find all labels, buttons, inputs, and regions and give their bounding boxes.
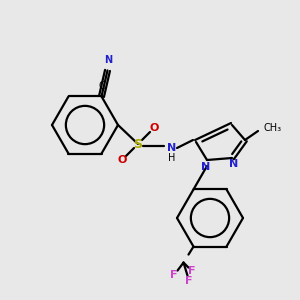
Text: N: N bbox=[201, 162, 211, 172]
Text: H: H bbox=[168, 153, 176, 163]
Text: N: N bbox=[230, 159, 238, 169]
Text: F: F bbox=[185, 276, 192, 286]
Text: O: O bbox=[117, 155, 127, 165]
Text: S: S bbox=[134, 137, 142, 151]
Text: O: O bbox=[149, 123, 159, 133]
Text: CH₃: CH₃ bbox=[263, 123, 281, 133]
Text: C: C bbox=[98, 81, 105, 92]
Text: N: N bbox=[167, 143, 177, 153]
Text: F: F bbox=[170, 270, 177, 280]
Text: F: F bbox=[188, 266, 195, 276]
Text: N: N bbox=[104, 56, 112, 65]
